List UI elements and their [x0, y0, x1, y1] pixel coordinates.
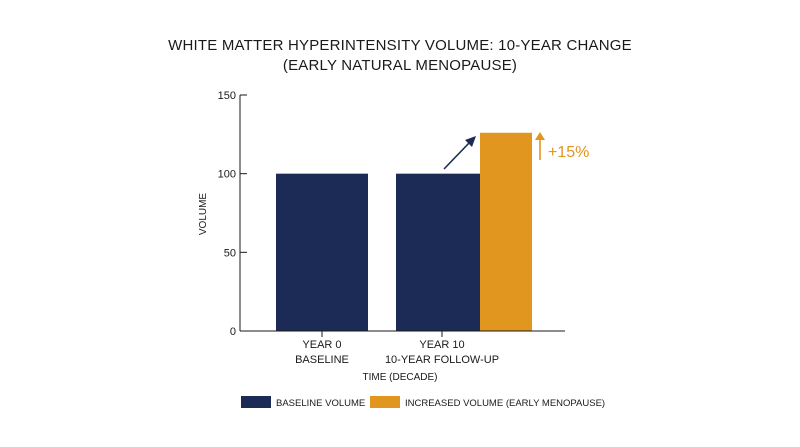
- y-tick-label: 50: [224, 247, 236, 259]
- y-axis: 0 50 100 150: [218, 90, 247, 338]
- x-tick-label: YEAR 0: [302, 339, 341, 351]
- bars: [276, 132, 532, 331]
- bar-increased-volume: [480, 132, 532, 331]
- x-tick-label: YEAR 10: [419, 339, 464, 351]
- x-tick-label: 10-YEAR FOLLOW-UP: [385, 354, 499, 366]
- up-arrow-head-icon: [535, 132, 545, 140]
- legend-swatch: [241, 396, 271, 408]
- legend-label: INCREASED VOLUME (EARLY MENOPAUSE): [405, 398, 605, 409]
- chart-title-line2: (EARLY NATURAL MENOPAUSE): [283, 57, 517, 74]
- legend: BASELINE VOLUME INCREASED VOLUME (EARLY M…: [241, 396, 605, 409]
- chart-title-line1: WHITE MATTER HYPERINTENSITY VOLUME: 10-Y…: [168, 37, 632, 54]
- y-tick-label: 0: [230, 326, 236, 338]
- x-axis: YEAR 0 BASELINE YEAR 10 10-YEAR FOLLOW-UP: [240, 330, 565, 366]
- annotations: +15%: [443, 132, 589, 170]
- x-tick-label: BASELINE: [295, 354, 349, 366]
- x-axis-label: TIME (DECADE): [363, 372, 438, 383]
- legend-label: BASELINE VOLUME: [276, 398, 365, 409]
- legend-swatch: [370, 396, 400, 408]
- percent-change-label: +15%: [548, 144, 589, 161]
- y-tick-label: 100: [218, 169, 236, 181]
- diagonal-arrow-icon: [443, 141, 471, 170]
- bar-baseline-volume: [396, 173, 488, 331]
- y-tick-label: 150: [218, 90, 236, 102]
- bar-baseline-volume: [276, 173, 368, 331]
- y-axis-label: VOLUME: [198, 193, 209, 236]
- diagonal-arrow-head-icon: [465, 136, 476, 147]
